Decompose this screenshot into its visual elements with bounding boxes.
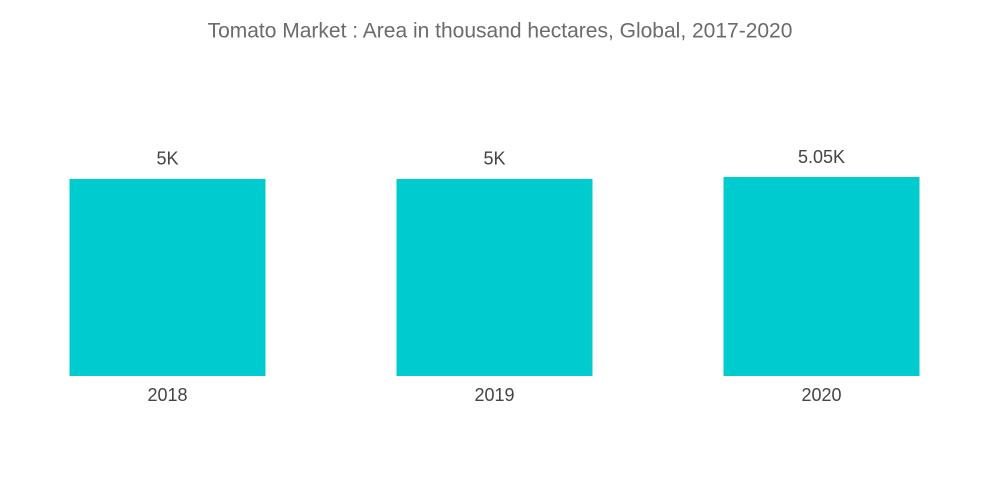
- chart-title: Tomato Market : Area in thousand hectare…: [208, 20, 793, 43]
- x-tick-label: 2018: [147, 385, 187, 405]
- bar: [69, 178, 266, 376]
- bar: [396, 178, 593, 376]
- bar: [723, 177, 920, 376]
- value-label: 5.05K: [798, 147, 845, 167]
- value-label: 5K: [156, 149, 178, 169]
- x-tick-label: 2019: [474, 385, 514, 405]
- x-tick-label: 2020: [801, 385, 841, 405]
- value-label: 5K: [483, 149, 505, 169]
